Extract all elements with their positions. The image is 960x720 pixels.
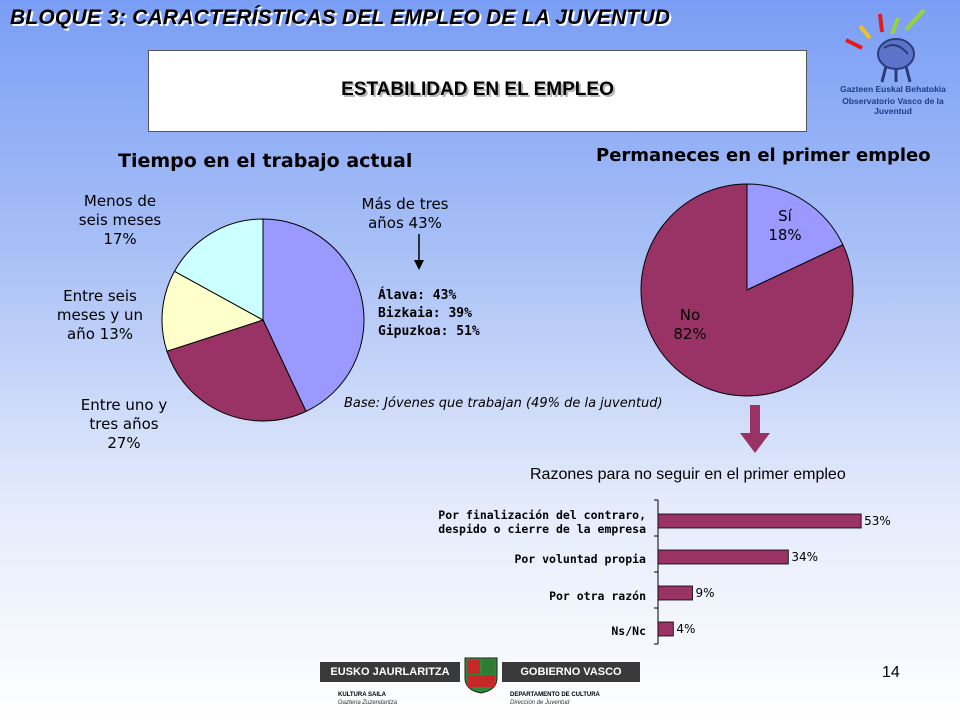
down-arrow-icon [740,405,770,453]
observatorio-name-es: Observatorio Vasco de la Juventud [842,96,944,116]
bar-value-label-3: 4% [676,622,695,636]
bar-cat-nsnc: Ns/Nc [611,624,646,638]
pie2-slice-1 [640,183,854,397]
chart2-title: Permaneces en el primer empleo [596,145,931,166]
section-title: ESTABILIDAD EN EL EMPLEO [341,79,614,100]
bar-2 [657,585,693,601]
pie1-label-mas-tres: Más de tres años 43% [361,195,449,232]
satellite-dish-icon [845,8,926,83]
pie2-label-si: Sí 18% [768,207,802,244]
page-number: 14 [882,664,900,681]
pie2-slice-0 [746,183,844,291]
pie1-label-menos-seis: Menos de seis meses 17% [78,192,162,248]
pie1-slice-3 [173,218,264,321]
down-arrow-icon [414,234,424,270]
bar-value-label-2: 9% [696,586,715,600]
bar-3 [657,621,674,637]
direccion-juventud-label: Dirección de Juventud [510,700,570,706]
province-breakdown: Álava: 43% Bizkaia: 39% Gipuzkoa: 51% [378,287,480,341]
bar-chart-razones: 53% 34% 9% 4% [654,499,891,645]
eusko-jaurlaritza-label: EUSKO JAURLARITZA [320,662,460,682]
breakdown-gipuzkoa: Gipuzkoa: 51% [378,324,480,339]
departamento-cultura-label: DEPARTAMENTO DE CULTURA [510,692,600,698]
pie-chart-primer-empleo [640,183,854,397]
pie2-label-no: No 82% [673,306,707,343]
pie1-slice-1 [166,319,307,422]
gobierno-vasco-label: GOBIERNO VASCO [502,662,640,682]
bar-value-label-0: 53% [864,514,891,528]
gazteria-label: Gazteria Zuzendaritza [338,700,398,706]
coat-of-arms-icon [464,657,498,694]
bar-cat-otra: Por otra razón [549,589,646,603]
section-title-box: ESTABILIDAD EN EL EMPLEO [148,50,807,132]
breakdown-bizkaia: Bizkaia: 39% [378,306,472,321]
bar-1 [657,549,789,565]
observatorio-logo: Gazteen Euskal Behatokia Observatorio Va… [826,4,960,116]
pie1-label-seis-uno: Entre seis meses y un año 13% [56,287,144,343]
chart1-title: Tiempo en el trabajo actual [118,150,413,172]
slide-title: BLOQUE 3: CARACTERÍSTICAS DEL EMPLEO DE … [10,6,671,29]
breakdown-alava: Álava: 43% [378,288,457,303]
pie1-slice-2 [161,270,265,352]
pie1-label-uno-tres: Entre uno y tres años 27% [80,396,168,452]
kultura-saila-label: KULTURA SAILA [338,692,386,698]
bar-cat-voluntad: Por voluntad propia [514,552,646,566]
observatorio-name-eu: Gazteen Euskal Behatokia [840,84,946,94]
pie1-slice-0 [262,218,365,413]
chart3-title: Razones para no seguir en el primer empl… [530,466,846,483]
pie-chart-tiempo [161,218,365,422]
bar-0 [657,513,862,529]
base-note: Base: Jóvenes que trabajan (49% de la ju… [344,396,663,411]
bar-value-label-1: 34% [791,550,818,564]
bar-cat-finalizacion: Por finalización del contraro, despido o… [438,508,646,536]
gobierno-vasco-logo: EUSKO JAURLARITZA GOBIERNO VASCO KULTURA… [320,654,640,718]
